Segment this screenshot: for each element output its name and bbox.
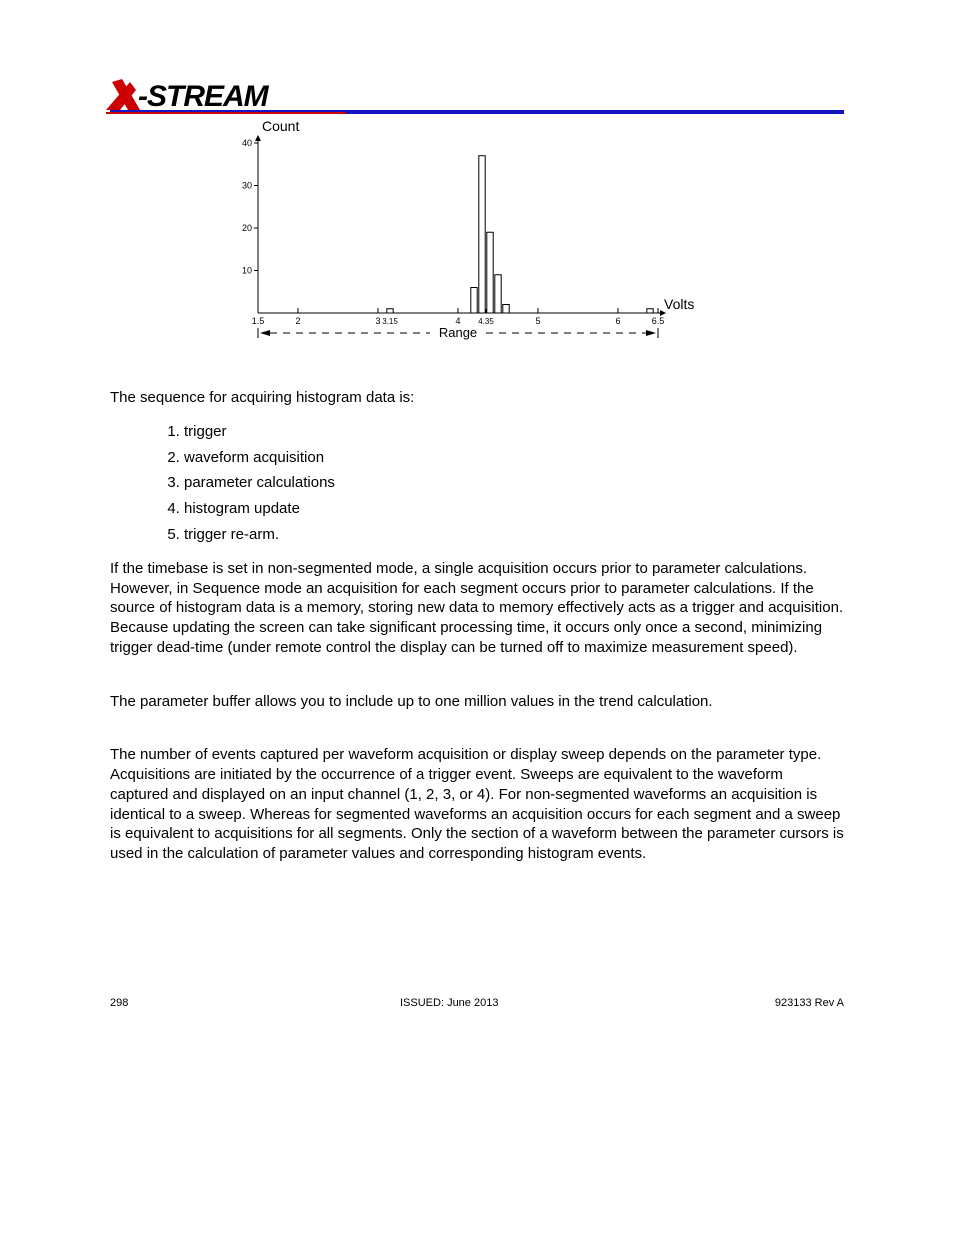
- sequence-list: trigger waveform acquisition parameter c…: [110, 422, 844, 545]
- svg-text:Range: Range: [439, 325, 477, 340]
- svg-text:1.5: 1.5: [252, 316, 265, 326]
- paragraph-3: The number of events captured per wavefo…: [110, 745, 844, 864]
- footer-page-number: 298: [110, 997, 128, 1009]
- svg-text:40: 40: [242, 138, 252, 148]
- svg-text:6.5: 6.5: [652, 316, 665, 326]
- paragraph-1: If the timebase is set in non-segmented …: [110, 559, 844, 658]
- svg-text:4.35: 4.35: [478, 317, 494, 326]
- xstream-logo-icon: -STREAM: [106, 76, 346, 114]
- svg-text:6: 6: [615, 316, 620, 326]
- brand-logo: -STREAM: [106, 76, 346, 112]
- footer-doc-rev: 923133 Rev A: [775, 997, 844, 1009]
- intro-text: The sequence for acquiring histogram dat…: [110, 388, 844, 408]
- footer-issued: ISSUED: June 2013: [400, 997, 498, 1009]
- svg-text:Volts: Volts: [664, 296, 694, 312]
- svg-text:-STREAM: -STREAM: [138, 80, 270, 113]
- svg-text:5: 5: [535, 316, 540, 326]
- paragraph-2: The parameter buffer allows you to inclu…: [110, 692, 844, 712]
- seq-item-1: trigger: [184, 422, 844, 442]
- svg-text:3.15: 3.15: [382, 317, 398, 326]
- page-container: -STREAM Count10203040Volts1.5234566.53.1…: [0, 0, 954, 1235]
- histogram-svg: Count10203040Volts1.5234566.53.154.35Ran…: [230, 118, 770, 348]
- seq-item-5: trigger re-arm.: [184, 525, 844, 545]
- page-header: -STREAM: [110, 70, 844, 114]
- seq-item-3: parameter calculations: [184, 473, 844, 493]
- svg-text:2: 2: [295, 316, 300, 326]
- page-footer: 298 ISSUED: June 2013 923133 Rev A: [110, 997, 844, 1009]
- svg-text:10: 10: [242, 266, 252, 276]
- svg-text:3: 3: [375, 316, 380, 326]
- svg-text:20: 20: [242, 223, 252, 233]
- seq-item-2: waveform acquisition: [184, 448, 844, 468]
- histogram-chart: Count10203040Volts1.5234566.53.154.35Ran…: [230, 118, 770, 348]
- svg-text:30: 30: [242, 181, 252, 191]
- body-text: The sequence for acquiring histogram dat…: [110, 388, 844, 864]
- seq-item-4: histogram update: [184, 499, 844, 519]
- svg-text:Count: Count: [262, 118, 299, 134]
